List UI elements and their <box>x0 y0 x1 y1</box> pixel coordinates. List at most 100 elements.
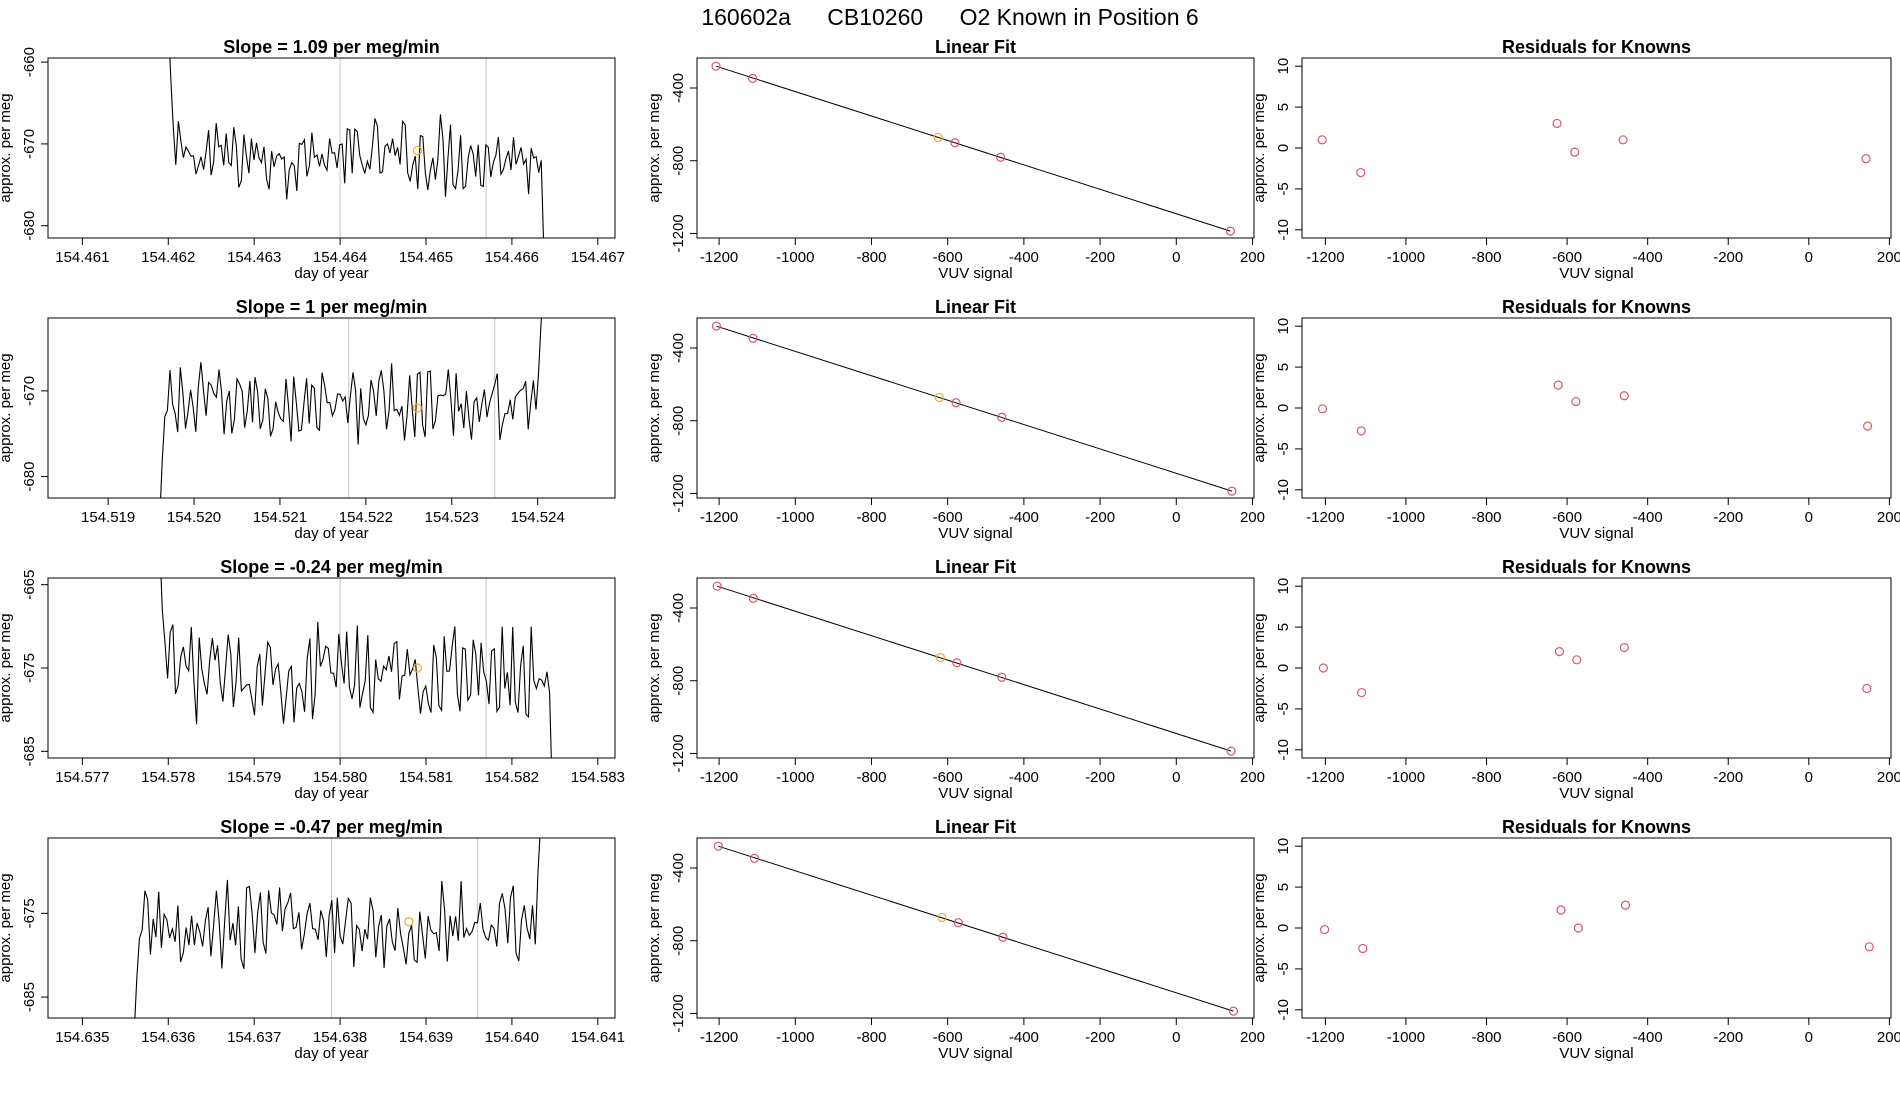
data-point <box>1317 404 1328 414</box>
x-tick-label: -400 <box>1633 1029 1663 1046</box>
data-point <box>1864 942 1874 952</box>
y-axis: 10 5 0 -5 -10 <box>1275 578 1302 761</box>
x-tick-label: 0 <box>1805 1029 1813 1046</box>
residuals-panel-row-4: Residuals for Knowns-1200 -1000 -800 -600 -4… <box>1251 817 1900 1062</box>
panel-title: Linear Fit <box>935 297 1016 317</box>
y-tick-label: -10 <box>1275 999 1292 1021</box>
data-point <box>951 398 961 408</box>
x-tick-label: -200 <box>1085 509 1115 526</box>
residuals-panel-row-1: Residuals for Knowns-1200 -1000 -800 -600 -4… <box>1251 37 1900 282</box>
y-tick-label: -670 <box>21 129 38 159</box>
x-tick-label: -1000 <box>1387 1029 1425 1046</box>
x-tick-label: 154.635 <box>55 1029 109 1046</box>
y-tick-label: 0 <box>1275 144 1292 152</box>
x-tick-label: -800 <box>1472 769 1502 786</box>
data-point <box>1861 154 1871 164</box>
x-tick-label: 0 <box>1805 769 1813 786</box>
y-tick-label: -660 <box>21 47 38 77</box>
data-point <box>1227 486 1237 496</box>
plot-frame <box>696 577 1255 759</box>
x-tick-label: -1200 <box>700 769 738 786</box>
y-tick-label: -10 <box>1275 739 1292 761</box>
x-tick-label: 154.522 <box>339 509 393 526</box>
x-tick-label: -1200 <box>700 509 738 526</box>
y-tick-label: 10 <box>1275 318 1292 335</box>
plot-frame <box>1301 57 1892 239</box>
x-tick-label: -400 <box>1009 249 1039 266</box>
x-tick-label: 0 <box>1805 249 1813 266</box>
data-point <box>748 333 758 343</box>
x-tick-label: -1200 <box>1306 509 1344 526</box>
y-tick-label: -680 <box>21 462 38 492</box>
y-tick-label: -665 <box>21 570 38 600</box>
x-tick-label: -200 <box>1085 1029 1115 1046</box>
plot-frame <box>696 57 1255 239</box>
linear-fit-panel-row-1: Linear Fit -1200 -1000 -800 -600 -400 -200 0 200… <box>646 37 1265 282</box>
x-tick-label: -600 <box>933 769 963 786</box>
time-series-line <box>134 838 541 1018</box>
y-tick-label: -685 <box>21 982 38 1012</box>
panel-title: Linear Fit <box>935 557 1016 577</box>
highlight-point <box>933 132 943 143</box>
data-point <box>1317 135 1327 145</box>
data-point <box>711 61 721 71</box>
x-axis: 154.461 154.462 154.463 154.464 154.465 154.4… <box>55 238 625 266</box>
x-tick-label: -600 <box>1552 509 1582 526</box>
residuals-panel-row-2: Residuals for Knowns-1200 -1000 -800 -600 -4… <box>1251 297 1900 542</box>
plot-area <box>713 841 1239 1016</box>
plot-area <box>712 581 1236 756</box>
x-axis-label: day of year <box>294 265 368 282</box>
y-tick-label: -675 <box>21 653 38 683</box>
x-tick-label: -600 <box>933 249 963 266</box>
panel-title: Slope = -0.47 per meg/min <box>220 817 443 837</box>
y-tick-label: -800 <box>670 926 687 956</box>
data-point <box>1570 147 1580 157</box>
data-point <box>1619 391 1629 401</box>
x-tick-label: 0 <box>1172 249 1180 266</box>
y-tick-label: -400 <box>670 73 687 103</box>
x-axis: -1200 -1000 -800 -600 -400 -200 0 200 <box>700 1018 1265 1046</box>
data-point <box>1862 683 1872 694</box>
highlight-point <box>937 912 947 923</box>
y-tick-label: 5 <box>1275 883 1292 891</box>
y-tick-label: -400 <box>670 593 687 623</box>
plot-frame <box>47 577 616 759</box>
y-tick-label: -5 <box>1275 962 1292 975</box>
plot-frame <box>47 837 616 1019</box>
y-axis-label: approx. per meg <box>646 873 663 982</box>
data-point <box>713 841 723 851</box>
x-axis-label: day of year <box>294 1045 368 1062</box>
x-tick-label: -200 <box>1713 769 1743 786</box>
highlight-point <box>412 663 423 673</box>
y-tick-label: -800 <box>670 146 687 176</box>
y-tick-label: 5 <box>1275 623 1292 631</box>
y-tick-label: -400 <box>670 853 687 883</box>
data-point <box>1225 226 1235 236</box>
x-axis-label: day of year <box>294 525 368 542</box>
highlight-point <box>412 403 423 413</box>
x-tick-label: 200 <box>1877 509 1900 526</box>
x-tick-label: 154.637 <box>227 1029 281 1046</box>
fit-line <box>717 585 1232 752</box>
fit-line <box>716 325 1233 492</box>
y-tick-label: 0 <box>1275 924 1292 932</box>
y-tick-label: -685 <box>21 736 38 766</box>
data-point <box>748 73 758 83</box>
data-point <box>749 853 760 863</box>
data-point <box>1572 655 1582 665</box>
y-axis: -400 -800 -1200 <box>670 853 697 1033</box>
y-axis-label: approx. per meg <box>1251 873 1268 982</box>
x-tick-label: 0 <box>1172 1029 1180 1046</box>
data-point <box>1573 923 1583 933</box>
x-tick-label: 154.639 <box>399 1029 453 1046</box>
y-tick-label: -800 <box>670 666 687 696</box>
y-axis-label: approx. per meg <box>1251 613 1268 722</box>
panel-title: Linear Fit <box>935 817 1016 837</box>
x-tick-label: -600 <box>1552 1029 1582 1046</box>
data-point <box>997 672 1007 682</box>
x-axis: 154.577 154.578 154.579 154.580 154.581 154.5… <box>55 758 625 786</box>
x-tick-label: 154.641 <box>571 1029 625 1046</box>
y-tick-label: -1200 <box>670 214 687 252</box>
